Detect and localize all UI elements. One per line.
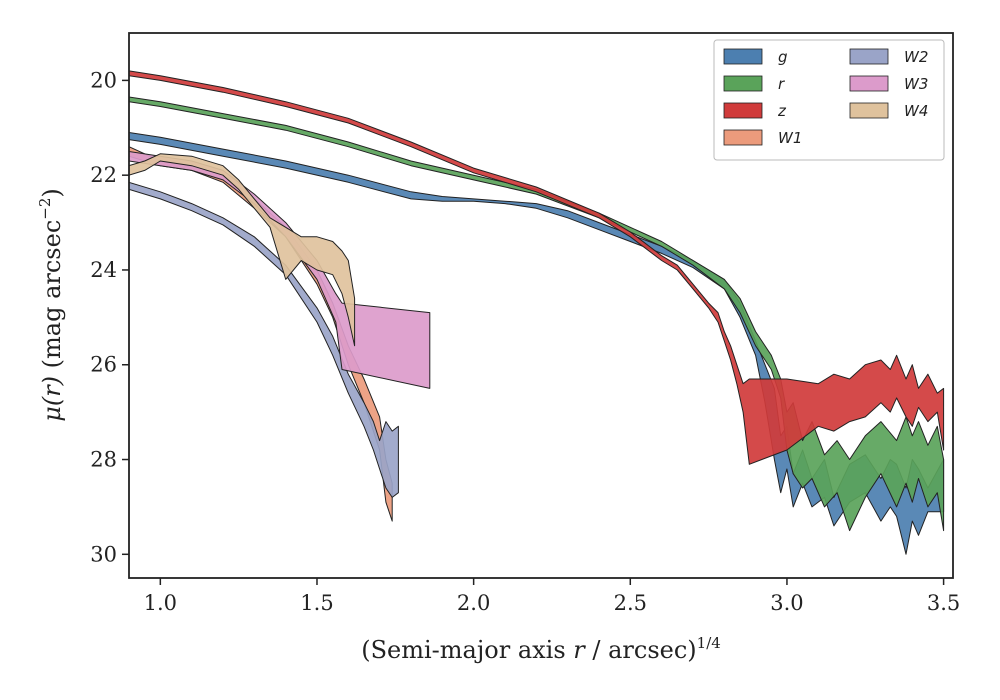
legend-swatch-r [723, 75, 763, 92]
legend-label-w4: W4 [904, 102, 928, 120]
band-w4 [129, 153, 356, 347]
y-tick-label: 26 [90, 353, 117, 377]
plot-frame [128, 32, 954, 579]
y-axis-label: μ(r) (mag arcsec−2) [36, 188, 66, 422]
band-z [129, 70, 945, 465]
x-tick-label: 3.5 [927, 591, 960, 615]
legend-label-w3: W3 [904, 75, 928, 93]
legend-label-w1: W1 [778, 129, 802, 147]
y-tick-label: 20 [90, 68, 117, 92]
x-tick-label: 3.0 [770, 591, 803, 615]
legend-label-g: g [778, 48, 788, 66]
y-axis: 20 22 24 26 28 30 [90, 68, 129, 566]
legend-frame [713, 39, 945, 161]
x-tick-label: 2.5 [614, 591, 647, 615]
y-tick-label: 22 [90, 163, 117, 187]
legend-swatch-w1 [723, 129, 763, 146]
x-tick-label: 2.0 [457, 591, 490, 615]
legend-swatch-g [723, 48, 763, 65]
legend-label-z: z [777, 102, 787, 120]
x-axis: 1.0 1.5 2.0 2.5 3.0 3.5 [144, 578, 960, 615]
y-tick-label: 24 [90, 258, 117, 282]
legend-label-r: r [778, 75, 785, 93]
legend-swatch-w4 [849, 102, 889, 119]
band-r [129, 96, 945, 532]
legend-swatch-z [723, 102, 763, 119]
legend-swatch-w2 [849, 48, 889, 65]
x-tick-label: 1.5 [300, 591, 333, 615]
legend-label-w2: W2 [904, 48, 928, 66]
band-layer [129, 70, 945, 555]
x-axis-label: (Semi-major axis r / arcsec)1/4 [361, 634, 721, 664]
x-tick-label: 1.0 [144, 591, 177, 615]
legend: grz W1 W2 W3 W4 [713, 39, 945, 161]
y-tick-label: 28 [90, 448, 117, 472]
legend-swatch-w3 [849, 75, 889, 92]
y-tick-label: 30 [90, 542, 117, 566]
